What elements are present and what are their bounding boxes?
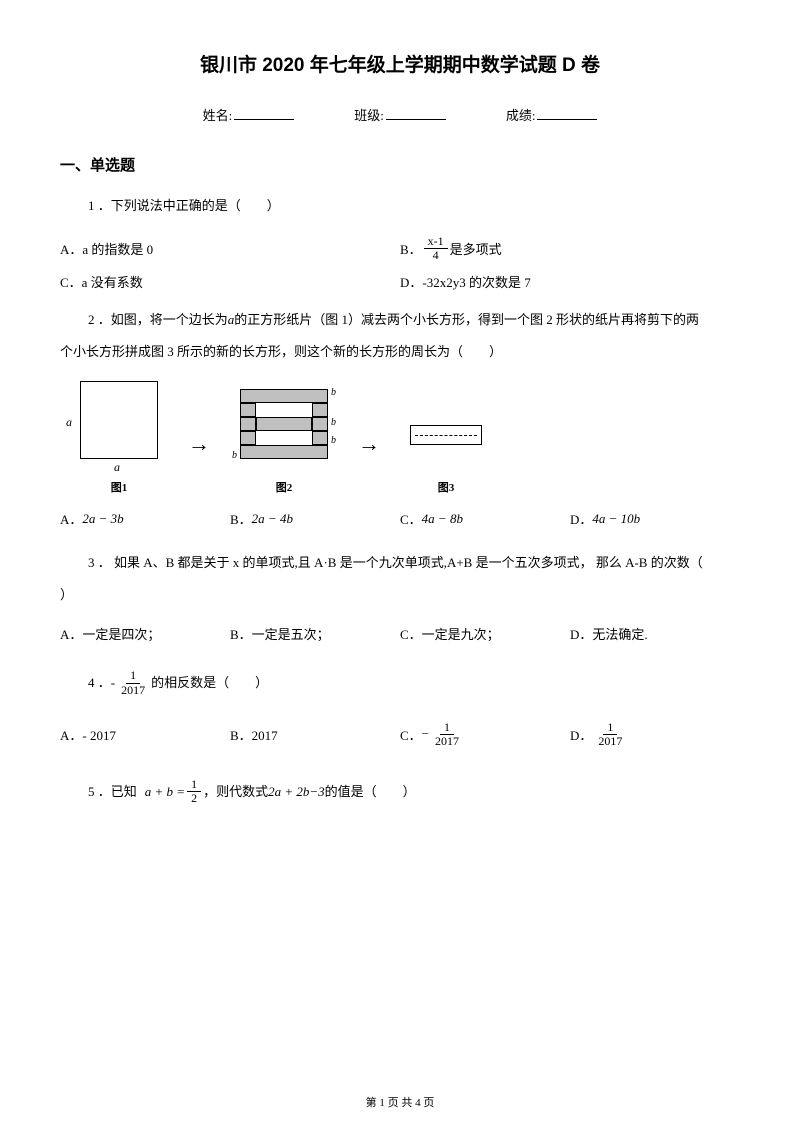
q4-opt-a[interactable]: A．- 2017 — [60, 721, 230, 748]
q1-opt-d[interactable]: D．-32x2y3 的次数是 7 — [400, 272, 740, 291]
frac-num: 1 — [440, 721, 454, 735]
q5-post: 的值是（ ） — [325, 779, 416, 805]
q3-stem: 3 ． 如果 A、B 都是关于 x 的单项式,且 A·B 是一个九次单项式,A+… — [60, 550, 740, 576]
opt-label: C． — [400, 725, 422, 744]
opt-expr: 4a − 8b — [422, 511, 463, 527]
q4-opt-d[interactable]: D． 1 2017 — [570, 721, 740, 748]
opt-label: C． — [400, 509, 422, 528]
frac-num: 1 — [126, 669, 140, 683]
q4d-fraction: 1 2017 — [594, 721, 626, 748]
opt-expr: 2a − 4b — [252, 511, 293, 527]
q1-b-suffix: 是多项式 — [450, 239, 502, 258]
q1-b-fraction: x-1 4 — [424, 235, 448, 262]
q4-fraction: 1 2017 — [117, 669, 149, 696]
q5-mid: ，则代数式 — [203, 779, 268, 805]
page-title: 银川市 2020 年七年级上学期期中数学试题 D 卷 — [60, 50, 740, 77]
q5-pre: 5 ．已知 — [88, 779, 137, 805]
opt-label: D． — [570, 509, 592, 528]
opt-expr: 2a − 3b — [82, 511, 123, 527]
q2-opt-b[interactable]: B．2a − 4b — [230, 509, 400, 528]
q2-stem2: 个小长方形拼成图 3 所示的新的长方形，则这个新的长方形的周长为（ ） — [60, 339, 740, 365]
class-field[interactable]: 班级: — [354, 105, 446, 124]
q4-post: 的相反数是（ ） — [151, 670, 268, 696]
q1-stem: 1 ．下列说法中正确的是（ ） — [60, 193, 740, 219]
opt-label: A． — [60, 509, 82, 528]
q5-lhs: a + b = — [145, 779, 185, 805]
class-label: 班级: — [354, 105, 384, 124]
q5-expr: 2a + 2b−3 — [268, 779, 325, 805]
q3-opt-b[interactable]: B．一定是五次； — [230, 624, 400, 643]
frac-den: 2017 — [594, 735, 626, 748]
q3-options: A．一定是四次； B．一定是五次； C．一定是九次； D．无法确定. — [60, 624, 740, 643]
q2-opt-c[interactable]: C．4a − 8b — [400, 509, 570, 528]
q5-stem: 5 ．已知 a + b = 1 2 ，则代数式 2a + 2b−3 的值是（ ） — [60, 778, 416, 805]
q4-pre: 4 ．- — [88, 670, 115, 696]
frac-den: 2017 — [117, 684, 149, 697]
q3-opt-c[interactable]: C．一定是九次； — [400, 624, 570, 643]
frac-den: 4 — [429, 249, 443, 262]
q2-stem-b: 的正方形纸片（图 1）减去两个小长方形，得到一个图 2 形状的纸片再将剪下的两 — [234, 312, 699, 327]
q2-figures: a a 图1 → b b b b 图2 → 图3 — [80, 381, 740, 495]
page-footer: 第 1 页 共 4 页 — [0, 1094, 800, 1110]
arrow-icon: → — [188, 431, 210, 457]
q4-options: A．- 2017 B．2017 C． − 1 2017 D． 1 2017 — [60, 721, 740, 748]
q1-b-prefix: B． — [400, 239, 422, 258]
q1-opt-b[interactable]: B． x-1 4 是多项式 — [400, 235, 740, 262]
fig3-caption: 图3 — [438, 479, 455, 495]
neg-sign: − — [422, 726, 429, 742]
q3-stem2: ） — [60, 582, 740, 608]
q1-opt-a[interactable]: A．a 的指数是 0 — [60, 235, 400, 262]
name-field[interactable]: 姓名: — [203, 105, 295, 124]
q5-fraction: 1 2 — [187, 778, 201, 805]
fig1-caption: 图1 — [111, 479, 128, 495]
q3-opt-a[interactable]: A．一定是四次； — [60, 624, 230, 643]
q1-options: A．a 的指数是 0 B． x-1 4 是多项式 — [60, 235, 740, 262]
figure-1: a a 图1 — [80, 381, 158, 495]
figure-2: b b b b 图2 — [240, 389, 328, 495]
q1-options-2: C．a 没有系数 D．-32x2y3 的次数是 7 — [60, 272, 740, 291]
frac-den: 2 — [187, 792, 201, 805]
score-label: 成绩: — [506, 105, 536, 124]
q2-options: A．2a − 3b B．2a − 4b C．4a − 8b D．4a − 10b — [60, 509, 740, 528]
frac-den: 2017 — [431, 735, 463, 748]
score-field[interactable]: 成绩: — [506, 105, 598, 124]
arrow-icon-2: → — [358, 431, 380, 457]
opt-expr: 4a − 10b — [592, 511, 640, 527]
frac-num: 1 — [603, 721, 617, 735]
section-heading: 一、单选题 — [60, 154, 740, 175]
figure-3: 图3 — [410, 425, 482, 495]
q4c-fraction: 1 2017 — [431, 721, 463, 748]
q3-opt-d[interactable]: D．无法确定. — [570, 624, 740, 643]
frac-num: 1 — [187, 778, 201, 792]
q4-opt-c[interactable]: C． − 1 2017 — [400, 721, 570, 748]
frac-num: x-1 — [424, 235, 448, 249]
info-row: 姓名: 班级: 成绩: — [60, 105, 740, 124]
opt-label: D． — [570, 725, 592, 744]
opt-label: B． — [230, 509, 252, 528]
name-label: 姓名: — [203, 105, 233, 124]
q4-opt-b[interactable]: B．2017 — [230, 721, 400, 748]
q2-stem-a: 2 ．如图，将一个边长为 — [88, 312, 228, 327]
q2-opt-a[interactable]: A．2a − 3b — [60, 509, 230, 528]
q2-stem: 2 ．如图，将一个边长为a的正方形纸片（图 1）减去两个小长方形，得到一个图 2… — [60, 307, 740, 333]
fig2-caption: 图2 — [276, 479, 293, 495]
q1-opt-c[interactable]: C．a 没有系数 — [60, 272, 400, 291]
q2-opt-d[interactable]: D．4a − 10b — [570, 509, 740, 528]
q4-stem: 4 ．- 1 2017 的相反数是（ ） — [60, 669, 268, 696]
